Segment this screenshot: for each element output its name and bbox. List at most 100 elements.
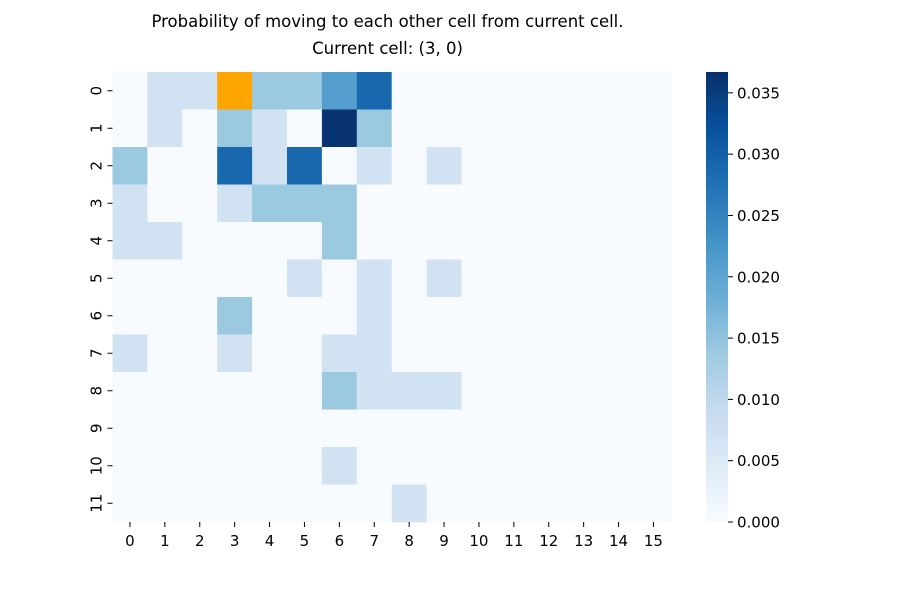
x-tick-label: 13 xyxy=(574,532,593,550)
heatmap-cell-1-14 xyxy=(601,109,637,148)
heatmap-cell-5-4 xyxy=(252,259,288,298)
heatmap-cell-4-12 xyxy=(531,222,567,260)
heatmap-cell-3-4 xyxy=(252,184,288,223)
chart-subtitle: Current cell: (3, 0) xyxy=(312,39,463,58)
heatmap-cell-8-12 xyxy=(531,372,567,410)
heatmap-cell-8-3 xyxy=(217,372,253,410)
heatmap-cell-3-7 xyxy=(356,184,393,223)
heatmap-cell-9-15 xyxy=(636,409,672,448)
heatmap-cell-11-0 xyxy=(112,484,148,523)
heatmap-cell-10-3 xyxy=(217,447,253,485)
heatmap-cell-3-12 xyxy=(531,184,567,223)
heatmap-cell-11-14 xyxy=(601,484,637,523)
heatmap-cell-4-6 xyxy=(321,222,358,260)
heatmap-cell-11-8 xyxy=(391,484,427,523)
heatmap-cell-5-1 xyxy=(147,259,183,298)
heatmap-cell-9-6 xyxy=(321,409,358,448)
heatmap-cell-5-15 xyxy=(636,259,672,298)
heatmap-cell-7-8 xyxy=(391,334,427,373)
heatmap-cell-2-9 xyxy=(426,147,462,185)
heatmap-cell-11-9 xyxy=(426,484,462,523)
heatmap-cell-6-14 xyxy=(601,297,637,335)
heatmap-cell-3-9 xyxy=(426,184,462,223)
heatmap-cell-10-15 xyxy=(636,447,672,485)
heatmap-cell-6-0 xyxy=(112,297,148,335)
heatmap-cell-4-14 xyxy=(601,222,637,260)
heatmap-cell-6-1 xyxy=(147,297,183,335)
heatmap-cell-3-3 xyxy=(217,184,253,223)
heatmap-cell-4-1 xyxy=(147,222,183,260)
heatmap-cell-0-8 xyxy=(391,72,427,110)
heatmap-cell-2-13 xyxy=(566,147,602,185)
heatmap-cell-11-5 xyxy=(287,484,323,523)
heatmap-cell-4-4 xyxy=(252,222,288,260)
heatmap-cell-0-0 xyxy=(112,72,148,110)
heatmap-cell-10-8 xyxy=(391,447,427,485)
heatmap-cell-8-5 xyxy=(287,372,323,410)
y-tick-label: 6 xyxy=(88,311,106,321)
heatmap-cell-10-14 xyxy=(601,447,637,485)
heatmap-cell-10-11 xyxy=(496,447,532,485)
heatmap-cell-11-6 xyxy=(321,484,358,523)
heatmap-cell-4-2 xyxy=(182,222,218,260)
colorbar-tick-label: 0.025 xyxy=(737,207,780,225)
heatmap-cell-1-1 xyxy=(147,109,183,148)
heatmap-cell-3-11 xyxy=(496,184,532,223)
heatmap-cell-7-12 xyxy=(531,334,567,373)
heatmap-cell-5-5 xyxy=(287,259,323,298)
y-tick-label: 0 xyxy=(88,86,106,96)
colorbar-tick-label: 0.020 xyxy=(737,268,780,286)
heatmap-cell-5-14 xyxy=(601,259,637,298)
heatmap-cell-3-15 xyxy=(636,184,672,223)
heatmap-cell-6-5 xyxy=(287,297,323,335)
heatmap-cell-7-5 xyxy=(287,334,323,373)
colorbar-tick-label: 0.010 xyxy=(737,391,780,409)
heatmap-cell-0-2 xyxy=(182,72,218,110)
heatmap-cell-5-6 xyxy=(321,259,358,298)
heatmap-cell-1-12 xyxy=(531,109,567,148)
heatmap-cell-0-13 xyxy=(566,72,602,110)
heatmap-cells xyxy=(112,72,672,523)
heatmap-cell-1-11 xyxy=(496,109,532,148)
x-axis: 0 1 2 3 4 5 6 7 8 9 10 11 12 13 14 15 xyxy=(125,522,663,550)
heatmap-cell-6-3 xyxy=(217,297,253,335)
heatmap-cell-1-9 xyxy=(426,109,462,148)
heatmap-cell-8-9 xyxy=(426,372,462,410)
x-tick-label: 3 xyxy=(230,532,240,550)
heatmap-cell-2-6 xyxy=(321,147,358,185)
heatmap-cell-8-4 xyxy=(252,372,288,410)
colorbar-tick-label: 0.035 xyxy=(737,84,780,102)
heatmap-cell-6-4 xyxy=(252,297,288,335)
heatmap-cell-11-2 xyxy=(182,484,218,523)
heatmap-cell-3-2 xyxy=(182,184,218,223)
y-tick-label: 4 xyxy=(88,236,106,246)
heatmap-cell-7-14 xyxy=(601,334,637,373)
heatmap-cell-2-5 xyxy=(287,147,323,185)
heatmap-cell-2-2 xyxy=(182,147,218,185)
heatmap-cell-5-3 xyxy=(217,259,253,298)
heatmap-cell-9-0 xyxy=(112,409,148,448)
colorbar-gradient xyxy=(706,72,728,522)
heatmap-cell-1-0 xyxy=(112,109,148,148)
heatmap-cell-9-3 xyxy=(217,409,253,448)
heatmap-cell-3-14 xyxy=(601,184,637,223)
heatmap-cell-5-7 xyxy=(356,259,393,298)
heatmap-cell-2-0 xyxy=(112,147,148,185)
y-tick-label: 7 xyxy=(88,348,106,358)
heatmap-cell-7-4 xyxy=(252,334,288,373)
heatmap-cell-1-3 xyxy=(217,109,253,148)
heatmap-cell-8-11 xyxy=(496,372,532,410)
heatmap-cell-7-3 xyxy=(217,334,253,373)
heatmap-cell-8-6 xyxy=(321,372,358,410)
heatmap-cell-5-13 xyxy=(566,259,602,298)
heatmap-cell-8-10 xyxy=(461,372,497,410)
heatmap-cell-4-0 xyxy=(112,222,148,260)
heatmap-cell-4-7 xyxy=(356,222,393,260)
heatmap-cell-2-11 xyxy=(496,147,532,185)
heatmap-cell-7-1 xyxy=(147,334,183,373)
heatmap-cell-5-9 xyxy=(426,259,462,298)
heatmap-cell-1-7 xyxy=(356,109,393,148)
heatmap-cell-11-3 xyxy=(217,484,253,523)
heatmap-cell-3-13 xyxy=(566,184,602,223)
heatmap-cell-10-12 xyxy=(531,447,567,485)
